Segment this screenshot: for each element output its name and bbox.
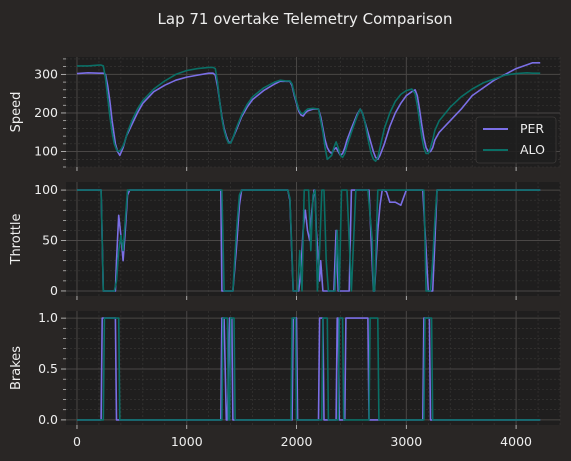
- panel-2-ytick-label: 0.0: [38, 412, 58, 427]
- legend-label-per: PER: [520, 121, 544, 136]
- legend-label-alo: ALO: [520, 142, 545, 157]
- panel-2-xtick-label: 3000: [390, 434, 422, 449]
- series-line-alo-brakes: [77, 317, 541, 421]
- series-line-per-brakes: [77, 317, 541, 421]
- panel-1-ylabel: Throttle: [9, 214, 24, 266]
- panel-2-xtick-label: 4000: [500, 434, 532, 449]
- panel-0-ytick-label: 100: [34, 144, 58, 159]
- panel-0-ytick-label: 200: [34, 105, 58, 120]
- panel-2-ytick-label: 0.5: [38, 361, 58, 376]
- panel-2-ytick-label: 1.0: [38, 310, 58, 325]
- panel-2-xtick-label: 1000: [171, 434, 203, 449]
- panel-2-xtick-label: 0: [73, 434, 81, 449]
- series-line-alo-speed: [77, 64, 541, 162]
- panel-2-ylabel: Brakes: [9, 346, 24, 390]
- figure-title: Lap 71 overtake Telemetry Comparison: [158, 10, 453, 28]
- series-line-alo-throttle: [77, 189, 541, 292]
- panel-2-background: [66, 311, 560, 425]
- panel-0-ytick-label: 300: [34, 66, 58, 81]
- panel-1-ytick-label: 100: [34, 182, 58, 197]
- panel-1-ytick-label: 50: [42, 233, 58, 248]
- panel-0-ylabel: Speed: [9, 92, 24, 133]
- panel-1-ytick-label: 0: [50, 283, 58, 298]
- panel-2-xtick-label: 2000: [281, 434, 313, 449]
